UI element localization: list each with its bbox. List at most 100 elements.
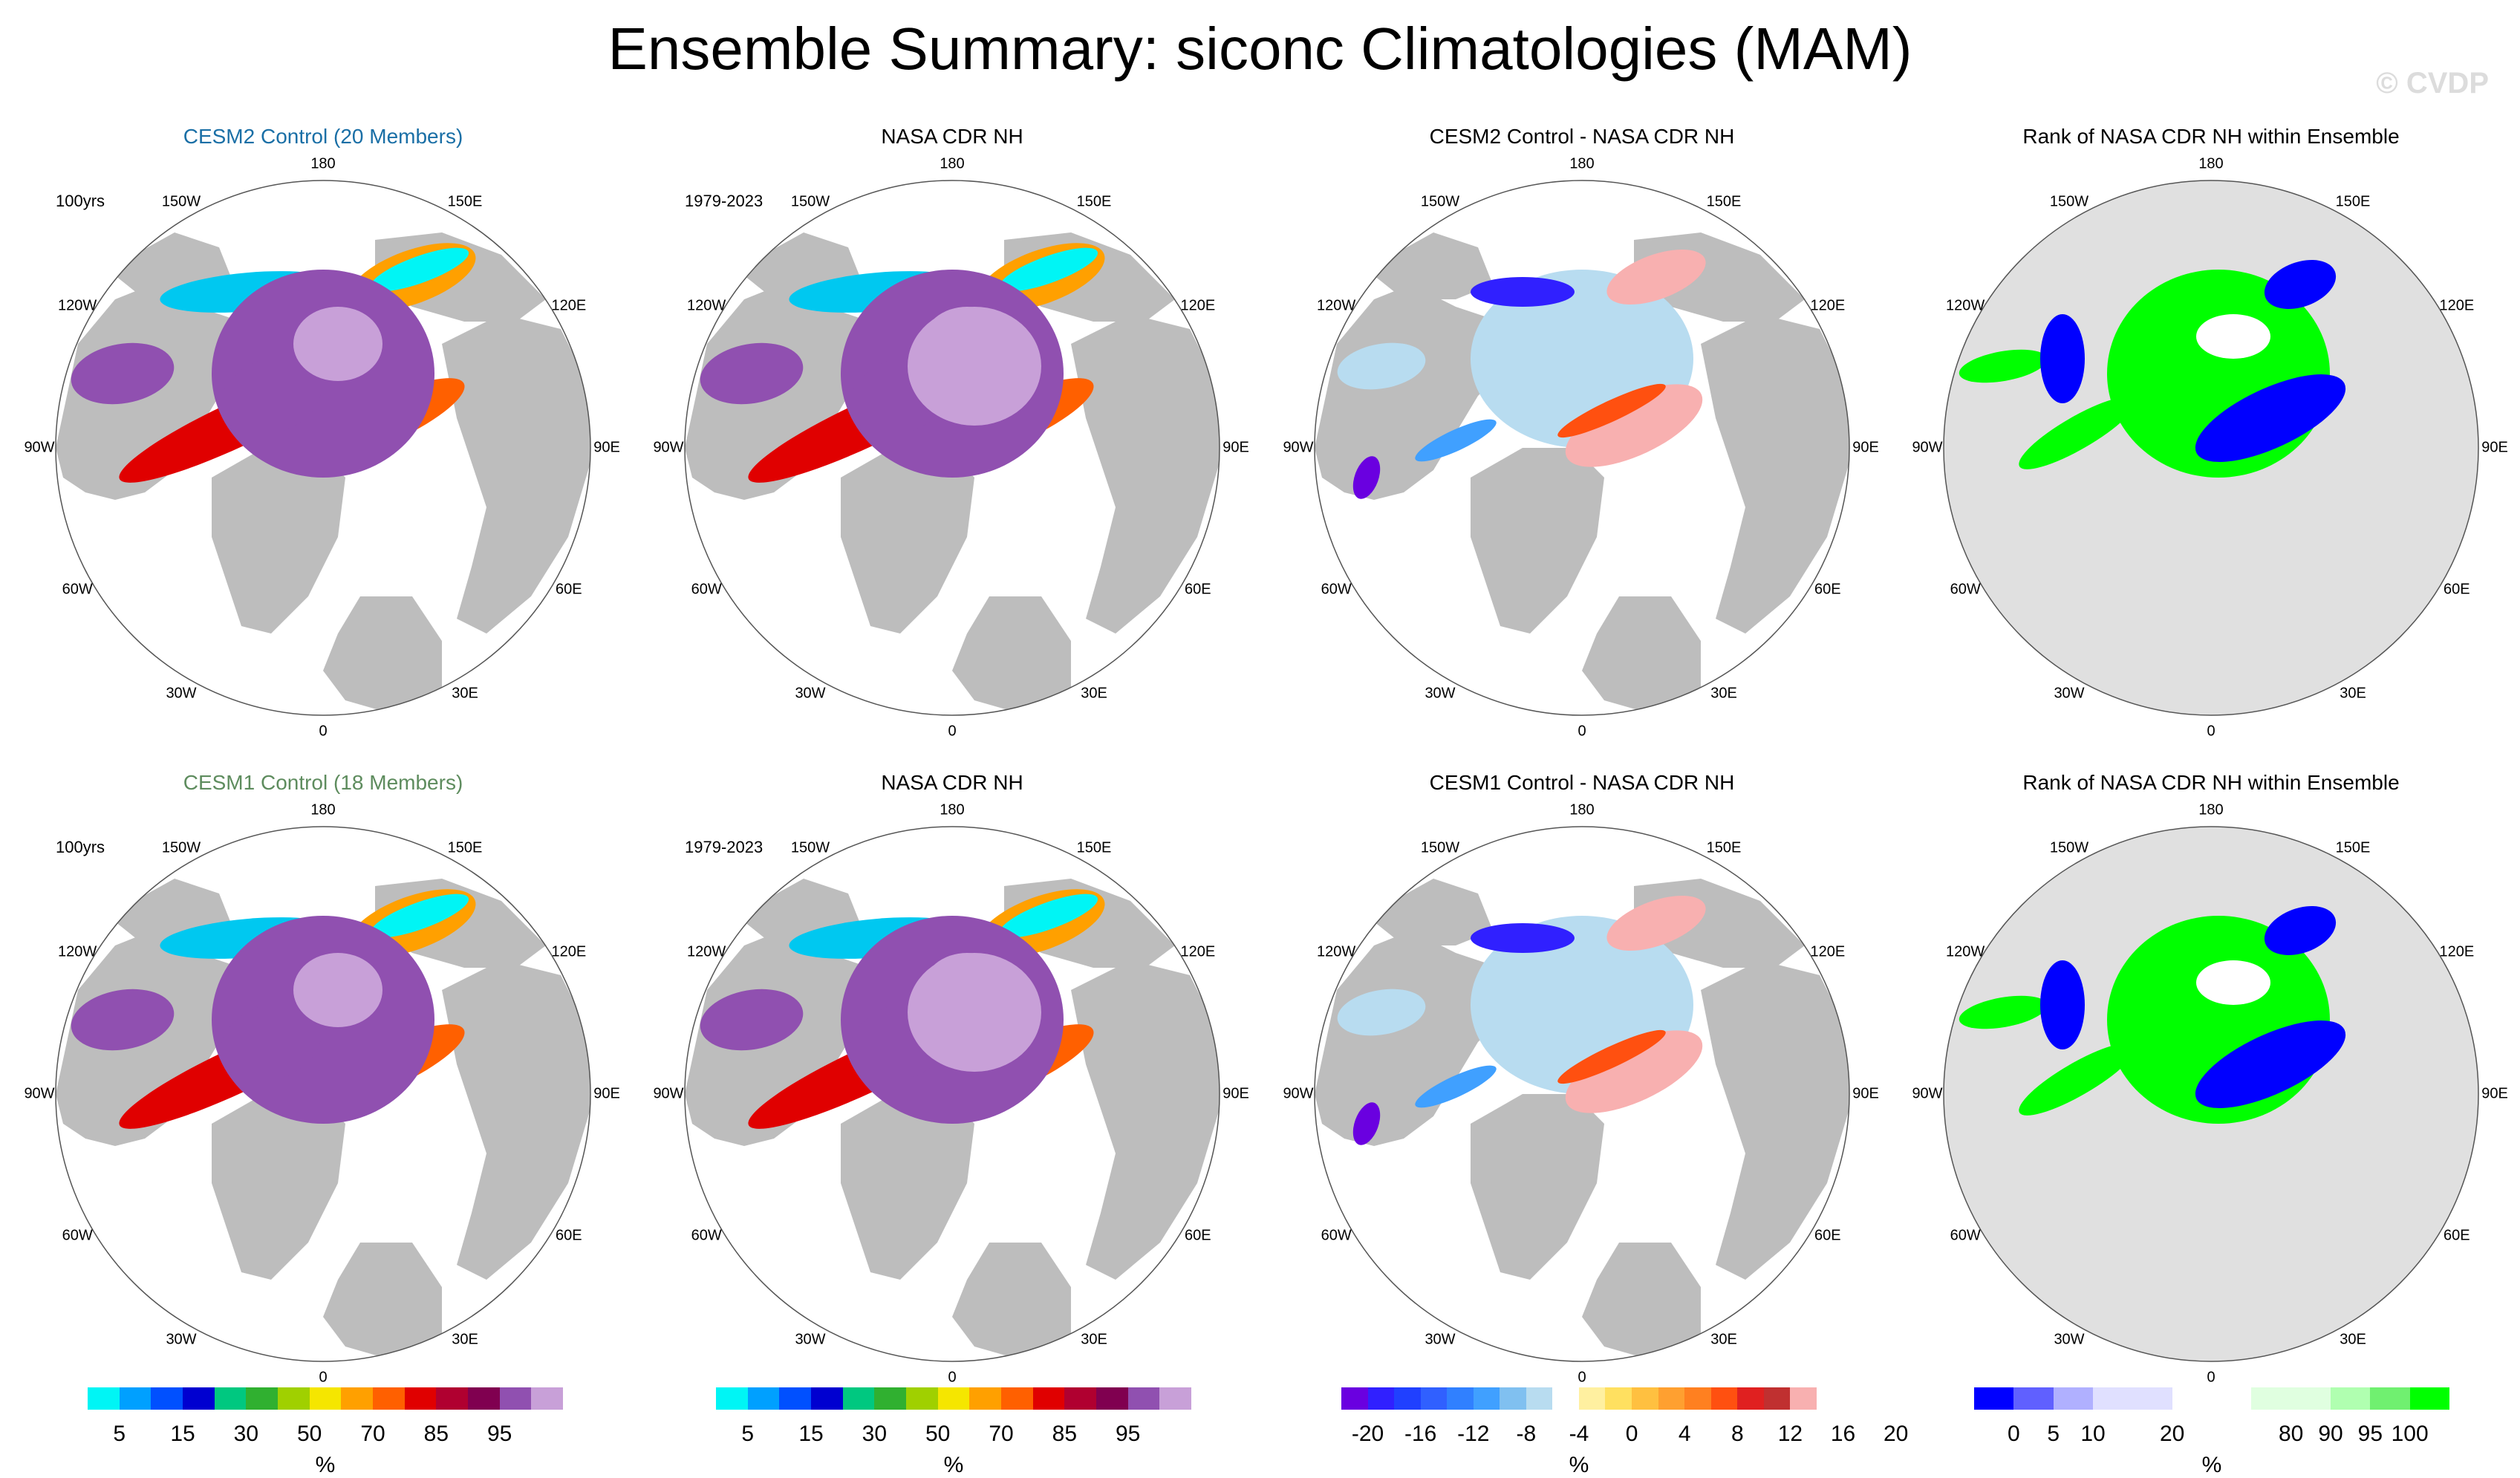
- colorbar-tick-label: 20: [2159, 1422, 2185, 1446]
- longitude-label: 30W: [1425, 1331, 1456, 1348]
- longitude-label: 30E: [1710, 685, 1737, 702]
- greenland-land: [841, 1094, 974, 1280]
- longitude-label: 60W: [1950, 1227, 1981, 1244]
- longitude-label: 120W: [58, 297, 97, 314]
- longitude-label: 90W: [24, 439, 55, 456]
- colorbar-swatch: [1578, 1387, 1606, 1410]
- longitude-label: 30W: [2054, 1331, 2085, 1348]
- diff-positive: [1557, 383, 1666, 438]
- polar-map: [55, 826, 591, 1362]
- rank-high: [2019, 1043, 2136, 1116]
- longitude-label: 120W: [1946, 943, 1985, 960]
- diff-positive: [1565, 1030, 1703, 1113]
- map-boundary: [684, 826, 1220, 1362]
- longitude-label: 180: [1569, 155, 1595, 172]
- longitude-label: 30E: [2340, 1331, 2366, 1348]
- colorbar-swatch: [747, 1387, 780, 1410]
- longitude-label: 150E: [1706, 193, 1742, 210]
- rank-low: [2195, 1020, 2346, 1108]
- polar-map: [1314, 180, 1850, 716]
- europe-land: [952, 1243, 1071, 1361]
- map-boundary: [55, 180, 591, 716]
- colorbar-swatch: [1552, 1387, 1579, 1410]
- colorbar-tick-label: 10: [2080, 1422, 2106, 1446]
- rank-mid: [2196, 960, 2270, 1005]
- longitude-label: 150W: [1420, 839, 1460, 856]
- polar-map: [1943, 826, 2479, 1362]
- rank-high: [1959, 349, 2048, 383]
- colorbar-swatch: [436, 1387, 468, 1410]
- greenland-land: [212, 448, 345, 634]
- colorbar-tick-label: -8: [1516, 1422, 1537, 1446]
- eurasia-land: [1701, 314, 1849, 634]
- rank-mid: [2196, 314, 2270, 359]
- europe-land: [952, 596, 1071, 715]
- colorbar-swatch: [1710, 1387, 1738, 1410]
- panel-title: Rank of NASA CDR NH within Ensemble: [2022, 125, 2400, 148]
- longitude-label: 150W: [2049, 839, 2089, 856]
- baffin-ice: [221, 357, 322, 435]
- longitude-label: 0: [1578, 1369, 1586, 1386]
- hudson-bay-ice: [700, 342, 804, 405]
- longitude-label: 30W: [166, 1331, 197, 1348]
- greenland-land: [1471, 448, 1604, 634]
- europe-land: [323, 596, 442, 715]
- colorbar-swatch: [1632, 1387, 1658, 1410]
- longitude-label: 60E: [2444, 1227, 2470, 1244]
- colorbar-swatch: [467, 1387, 500, 1410]
- panel-title: CESM1 Control (18 Members): [183, 771, 463, 794]
- eurasia-land: [1071, 314, 1220, 634]
- longitude-label: 120E: [1810, 297, 1846, 314]
- longitude-label: 120W: [1317, 943, 1356, 960]
- colorbar-tick-label: 15: [170, 1422, 195, 1446]
- longitude-label: 180: [310, 155, 336, 172]
- ice-edge-band: [370, 247, 469, 292]
- colorbar-swatch: [1420, 1387, 1448, 1410]
- colorbar-swatch: [309, 1387, 342, 1410]
- colorbar-swatch: [1473, 1387, 1500, 1410]
- diff-negative: [1471, 923, 1575, 953]
- eurasia-land: [442, 960, 590, 1280]
- colorbar-swatch: [1127, 1387, 1160, 1410]
- longitude-label: 150E: [2335, 839, 2371, 856]
- map-boundary: [1314, 180, 1850, 716]
- colorbar-swatch: [1790, 1387, 1817, 1410]
- longitude-label: 90W: [1912, 439, 1943, 456]
- longitude-label: 90E: [2481, 1085, 2508, 1102]
- colorbar-swatch: [499, 1387, 532, 1410]
- longitude-label: 120E: [551, 297, 587, 314]
- colorbar-tick-label: -16: [1404, 1422, 1437, 1446]
- longitude-label: 60E: [556, 1227, 582, 1244]
- longitude-label: 30W: [795, 1331, 826, 1348]
- colorbar-swatch: [1605, 1387, 1632, 1410]
- europe-land: [1582, 1243, 1701, 1361]
- map-boundary: [1943, 826, 2479, 1362]
- colorbar-tick-label: 95: [1115, 1422, 1141, 1446]
- panel-title: CESM1 Control - NASA CDR NH: [1429, 771, 1735, 794]
- longitude-label: 0: [948, 723, 957, 740]
- colorbar-swatch: [2092, 1387, 2133, 1410]
- longitude-label: 0: [319, 1369, 328, 1386]
- colorbar-tick-label: 90: [2318, 1422, 2343, 1446]
- ice-edge-band: [370, 893, 469, 938]
- colorbar-tick-label: 70: [989, 1422, 1014, 1446]
- hudson-bay-ice: [700, 989, 804, 1051]
- colorbar-swatch: [842, 1387, 875, 1410]
- central-arctic-ice: [293, 307, 382, 381]
- longitude-label: 30W: [166, 685, 197, 702]
- longitude-label: 0: [948, 1369, 957, 1386]
- longitude-label: 120W: [58, 943, 97, 960]
- colorbar-tick-label: 5: [741, 1422, 754, 1446]
- colorbar: 0 5 10 20 80 90 95 100%: [1974, 1387, 2449, 1477]
- colorbar-tick-label: 95: [486, 1422, 512, 1446]
- colorbar-tick-label: 12: [1777, 1422, 1803, 1446]
- longitude-label: 150W: [161, 839, 201, 856]
- longitude-label: 90E: [1852, 1085, 1879, 1102]
- colorbar: -20 -16 -12 -8 -4 0 4 8 12 16 20%: [1341, 1387, 1908, 1477]
- colorbar-swatch: [2370, 1387, 2410, 1410]
- polar-map: [1943, 180, 2479, 716]
- colorbar-swatch: [1341, 1387, 1368, 1410]
- rank-low: [2040, 314, 2085, 403]
- longitude-label: 150E: [2335, 193, 2371, 210]
- north-america-land: [1315, 931, 1508, 1146]
